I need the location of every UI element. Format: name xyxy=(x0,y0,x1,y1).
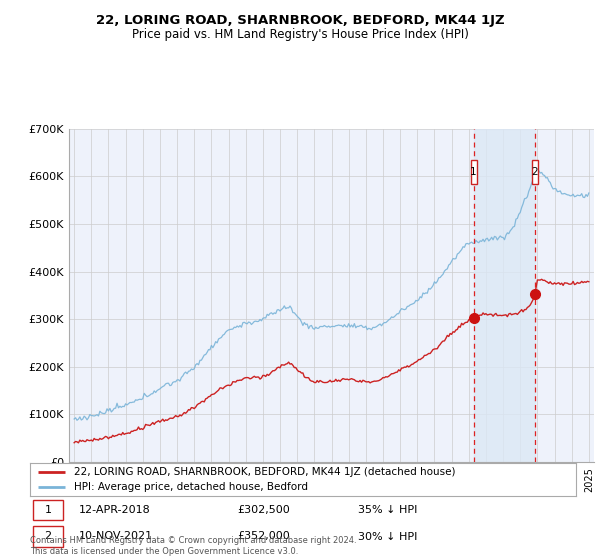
Text: 12-APR-2018: 12-APR-2018 xyxy=(79,505,151,515)
Text: Price paid vs. HM Land Registry's House Price Index (HPI): Price paid vs. HM Land Registry's House … xyxy=(131,28,469,41)
FancyBboxPatch shape xyxy=(33,500,63,520)
Text: £352,000: £352,000 xyxy=(238,531,290,542)
Text: £302,500: £302,500 xyxy=(238,505,290,515)
Text: 1: 1 xyxy=(44,505,52,515)
Text: 2: 2 xyxy=(44,531,52,542)
Text: 1: 1 xyxy=(470,167,477,177)
Text: 35% ↓ HPI: 35% ↓ HPI xyxy=(358,505,417,515)
Text: 22, LORING ROAD, SHARNBROOK, BEDFORD, MK44 1JZ: 22, LORING ROAD, SHARNBROOK, BEDFORD, MK… xyxy=(95,14,505,27)
Text: 30% ↓ HPI: 30% ↓ HPI xyxy=(358,531,417,542)
Bar xyxy=(473,129,535,462)
Text: 22, LORING ROAD, SHARNBROOK, BEDFORD, MK44 1JZ (detached house): 22, LORING ROAD, SHARNBROOK, BEDFORD, MK… xyxy=(74,467,455,477)
Text: 10-NOV-2021: 10-NOV-2021 xyxy=(79,531,153,542)
Text: HPI: Average price, detached house, Bedford: HPI: Average price, detached house, Bedf… xyxy=(74,482,308,492)
FancyBboxPatch shape xyxy=(33,526,63,547)
Text: 2: 2 xyxy=(532,167,538,177)
Text: Contains HM Land Registry data © Crown copyright and database right 2024.
This d: Contains HM Land Registry data © Crown c… xyxy=(30,536,356,556)
Bar xyxy=(470,161,476,184)
Bar xyxy=(532,161,538,184)
